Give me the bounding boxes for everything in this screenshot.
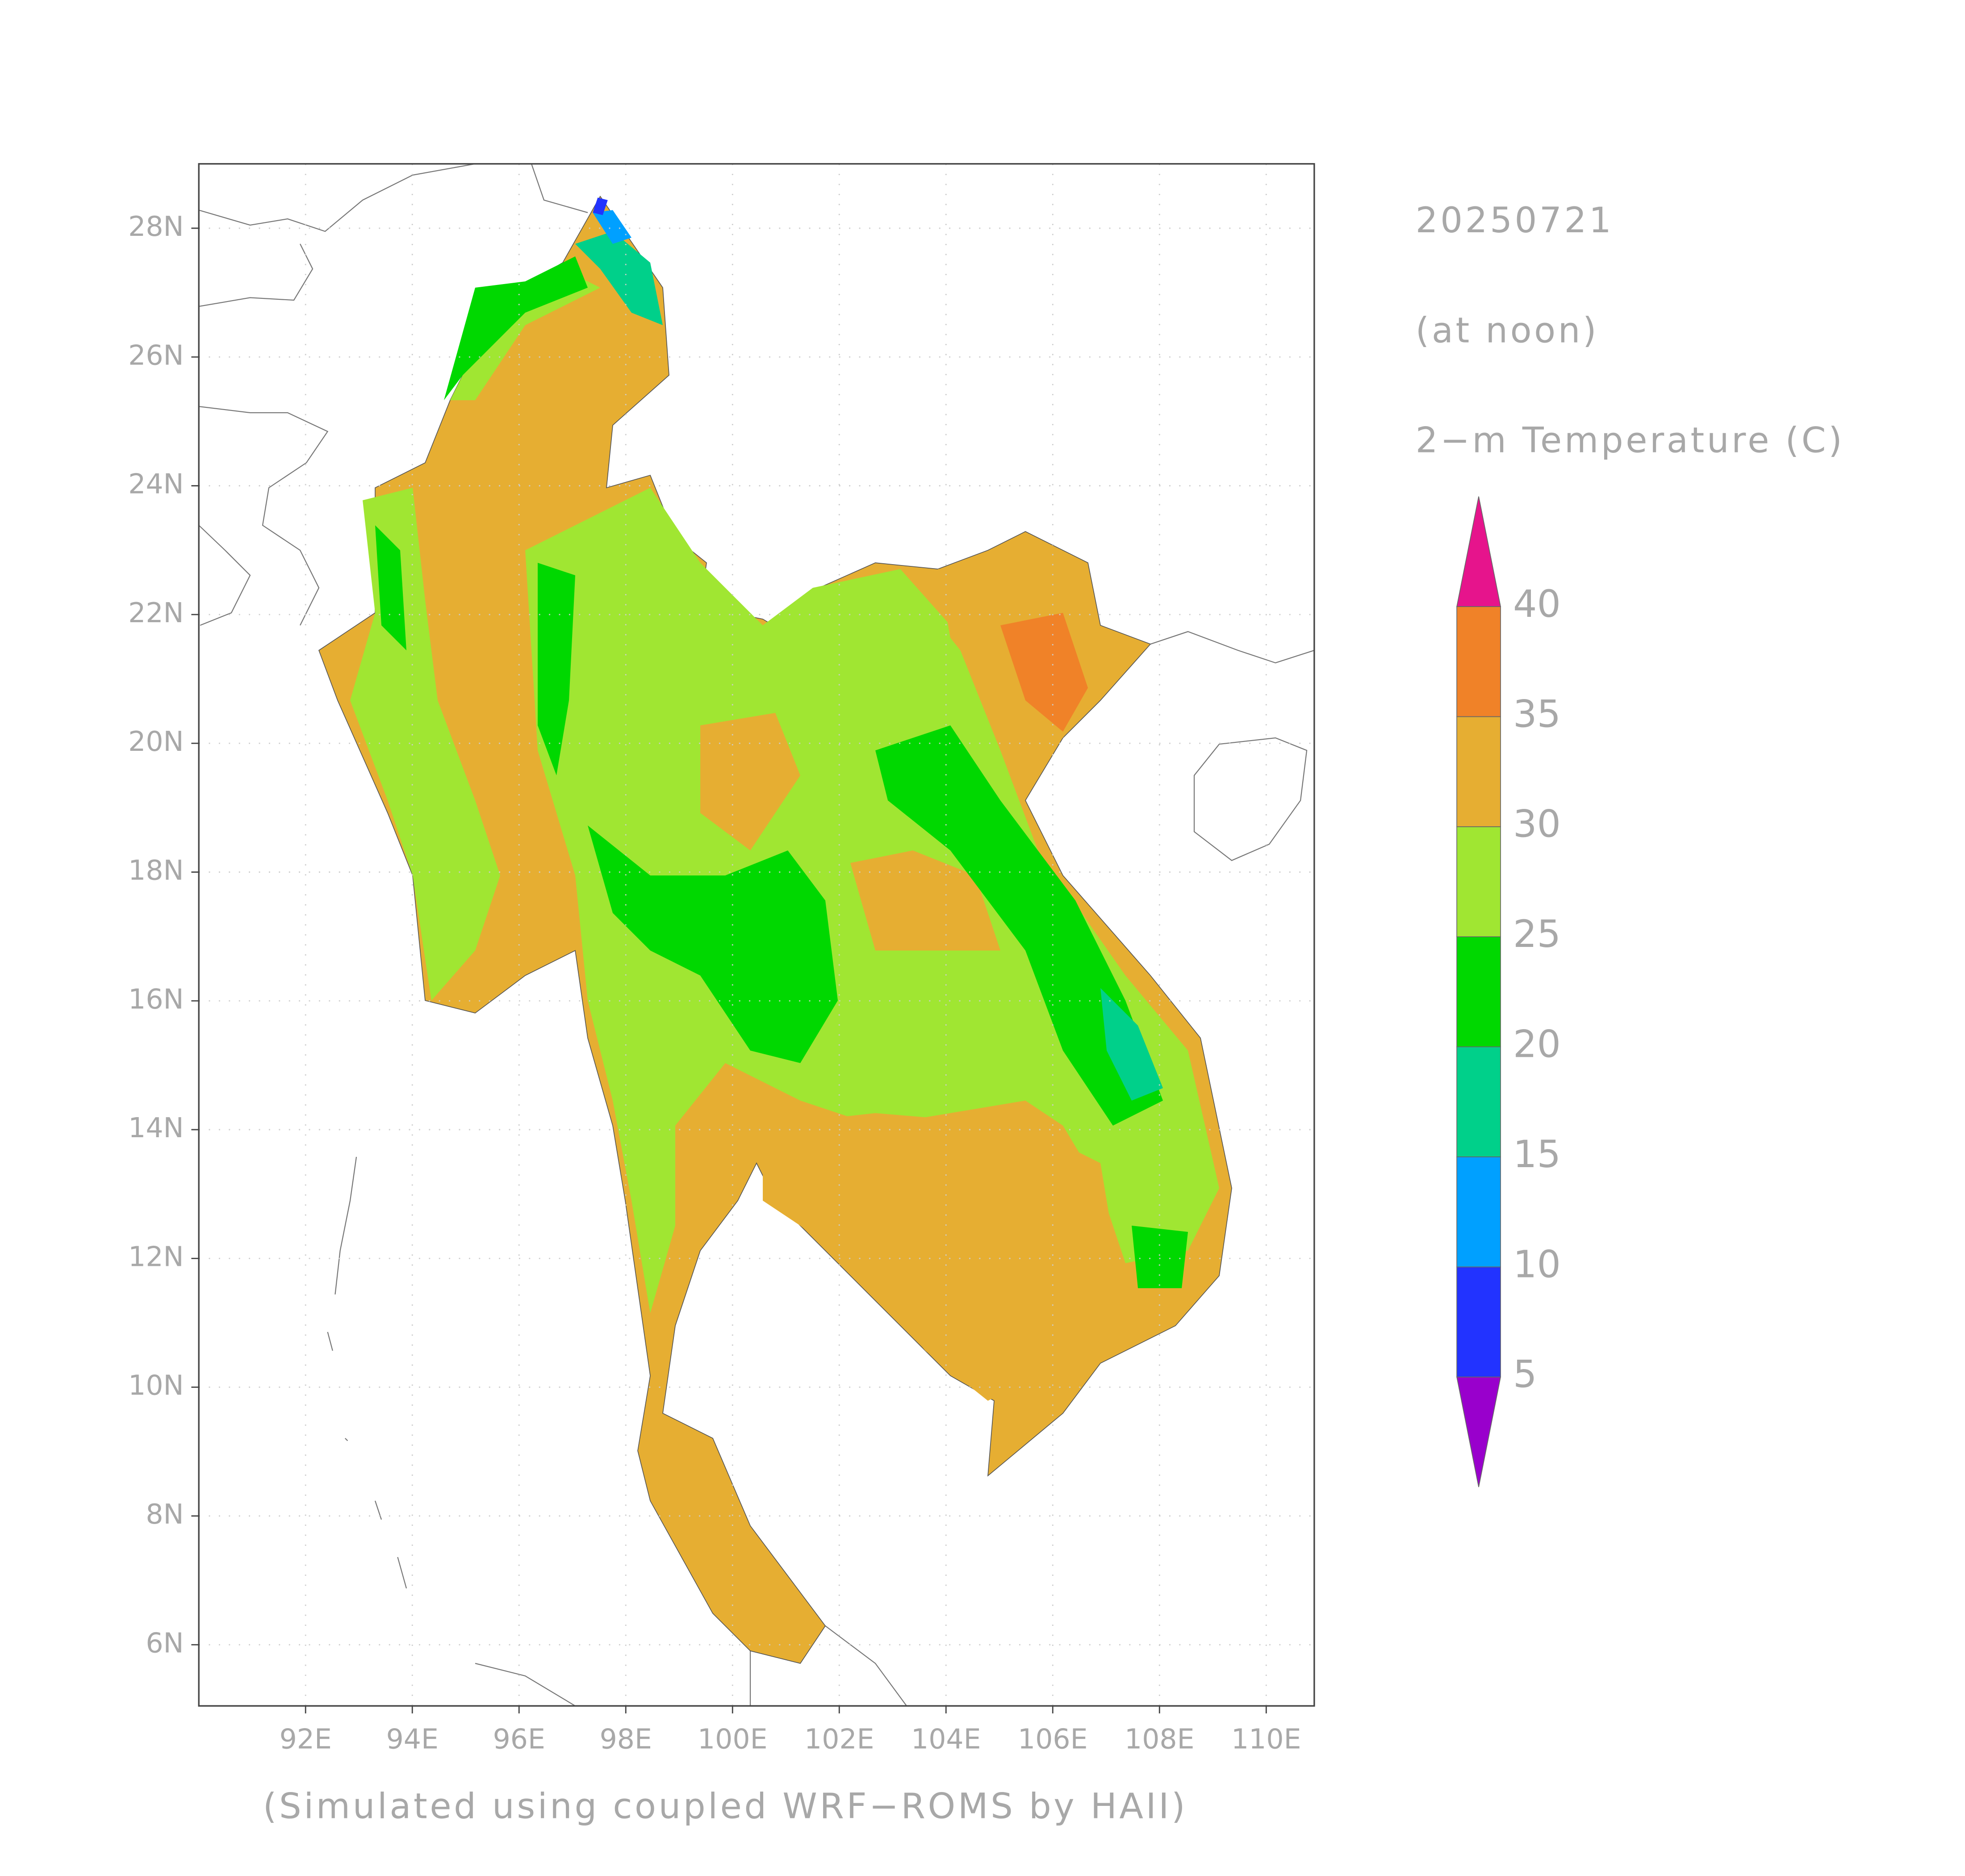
colorbar-label: 5 (1513, 1353, 1537, 1396)
colorbar-label: 30 (1513, 802, 1561, 846)
y-tick-label: 8N (146, 1498, 184, 1530)
x-tick-label: 106E (1018, 1723, 1087, 1755)
colorbar-label: 10 (1513, 1242, 1561, 1286)
colorbar-label: 35 (1513, 692, 1561, 736)
x-tick-label: 92E (280, 1723, 332, 1755)
colorbar-over (1456, 496, 1501, 607)
temperature-zone (1000, 613, 1088, 732)
colorbar-segment (1456, 1156, 1501, 1268)
variable: 2−m Temperature (C) (1416, 420, 1845, 461)
colorbar-label: 25 (1513, 912, 1561, 956)
colorbar-segment (1456, 606, 1501, 717)
x-tick-label: 104E (911, 1723, 981, 1755)
grid (199, 163, 1314, 1706)
x-tick-label: 102E (804, 1723, 874, 1755)
colorbar-under (1456, 1376, 1501, 1487)
colorbar: 5 10 15 20 25 30 35 40 (1456, 496, 1561, 1487)
date: 20250721 (1416, 200, 1614, 241)
temperature-zone (593, 197, 608, 215)
x-tick-label: 94E (386, 1723, 439, 1755)
colorbar-label: 20 (1513, 1022, 1561, 1066)
y-tick-label: 12N (128, 1240, 184, 1273)
colorbar-label: 40 (1513, 582, 1561, 626)
colorbar-segment (1456, 936, 1501, 1047)
y-tick-label: 6N (146, 1627, 184, 1659)
y-tick-label: 10N (128, 1369, 184, 1402)
y-tick-label: 22N (128, 597, 184, 629)
map-frame (198, 163, 1315, 1707)
temperature-zone (575, 231, 1163, 1101)
x-tick-label: 108E (1125, 1723, 1194, 1755)
land (198, 163, 1315, 1707)
time: (at noon) (1416, 310, 1599, 351)
colorbar-segment (1456, 1266, 1501, 1378)
colorbar-segment (1456, 716, 1501, 827)
footer: (Simulated using coupled WRF−ROMS by HAI… (263, 1786, 1187, 1826)
axes: 92E 94E 96E 98E 100E 102E 104E 106E 108E 110E 6N 8N… (128, 210, 1301, 1755)
colorbar-label: 15 (1513, 1132, 1561, 1176)
y-tick-label: 24N (128, 468, 184, 500)
y-tick-label: 26N (128, 339, 184, 371)
y-tick-label: 14N (128, 1112, 184, 1144)
temperature-zone (375, 256, 1188, 1288)
x-tick-label: 100E (698, 1723, 767, 1755)
colorbar-segment (1456, 1046, 1501, 1157)
y-tick-label: 16N (128, 983, 184, 1015)
coastline (198, 163, 588, 626)
coastline (475, 631, 1315, 1707)
temperature-zone (700, 563, 1126, 1401)
temperature-zone (593, 210, 632, 244)
y-tick-label: 28N (128, 210, 184, 243)
coastline (327, 1156, 407, 1589)
x-tick-label: 96E (493, 1723, 545, 1755)
x-tick-label: 98E (600, 1723, 652, 1755)
y-tick-label: 18N (128, 854, 184, 887)
colorbar-segment (1456, 826, 1501, 938)
temperature-zone (350, 269, 601, 1001)
x-tick-label: 110E (1231, 1723, 1301, 1755)
y-tick-label: 20N (128, 725, 184, 758)
